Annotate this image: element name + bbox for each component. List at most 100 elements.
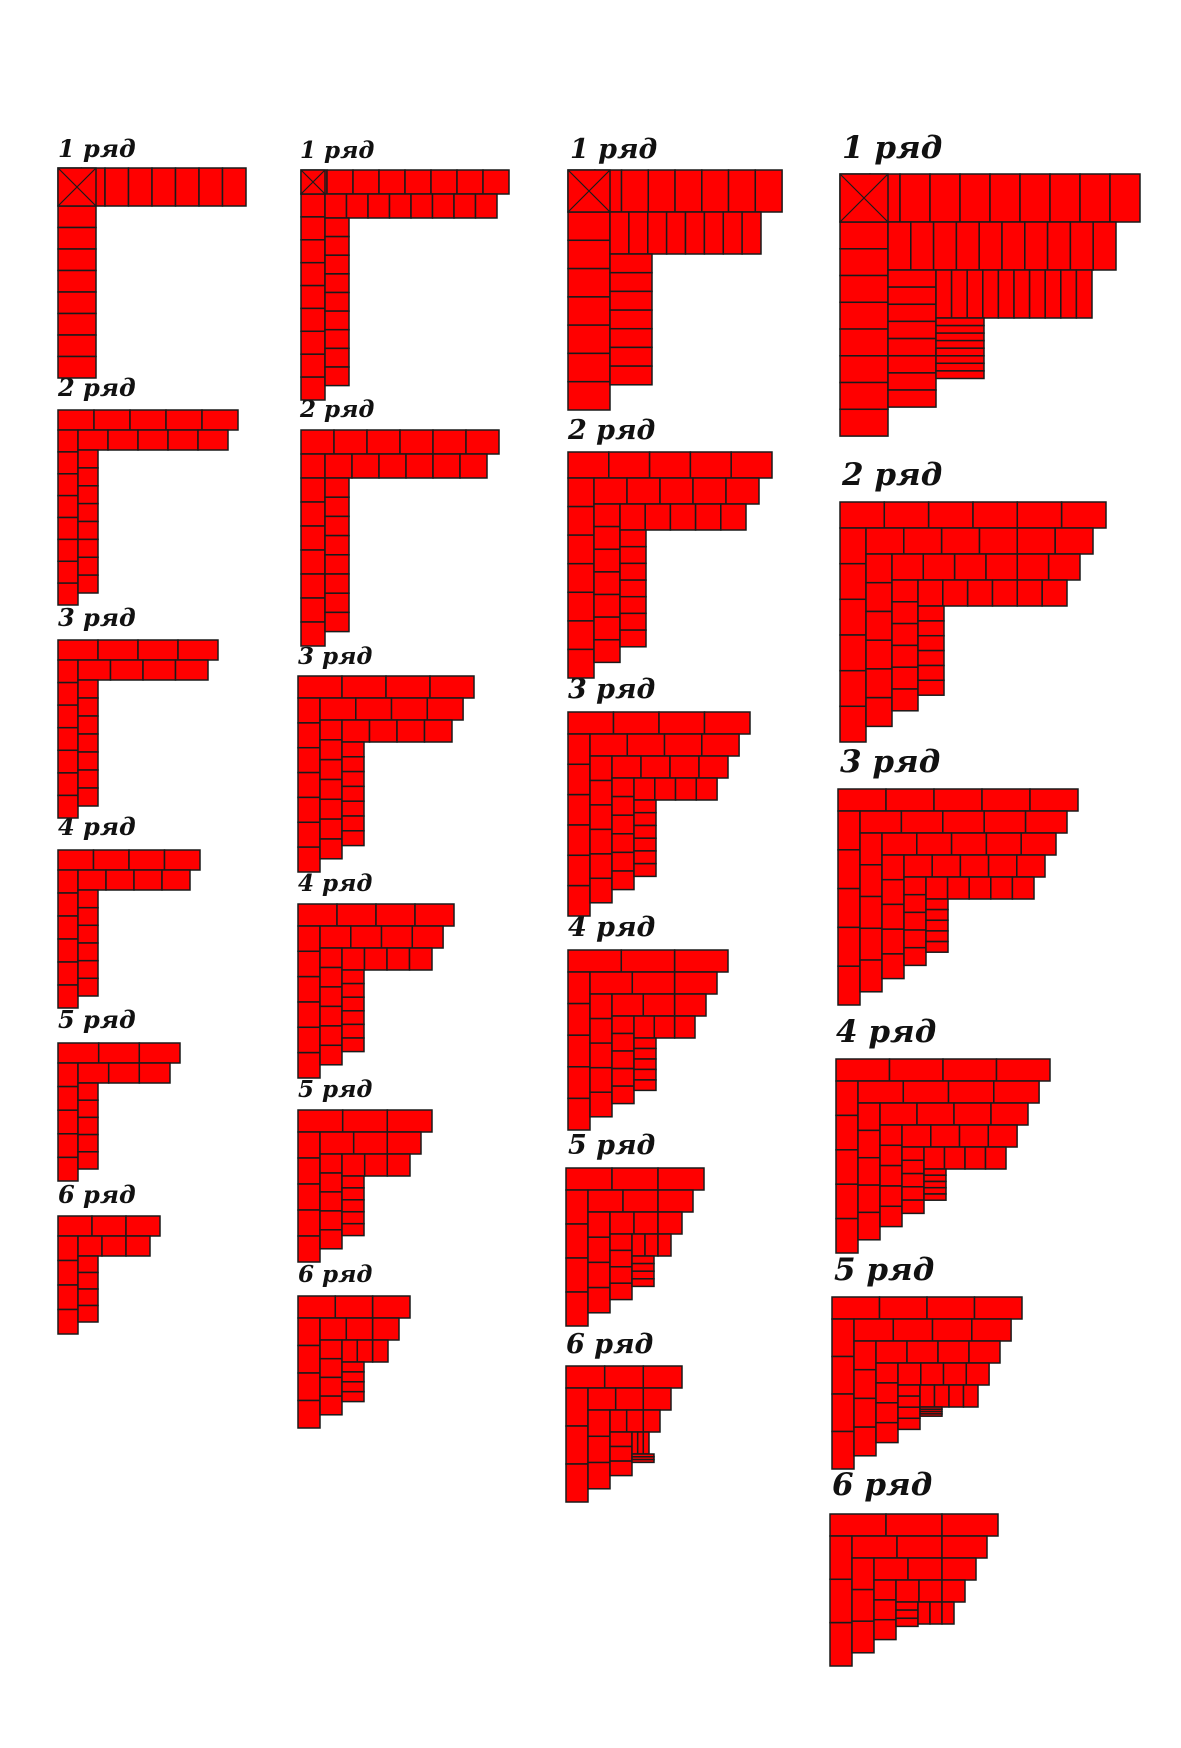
brick <box>631 1278 655 1288</box>
brick <box>835 1080 859 1117</box>
brick <box>57 538 79 563</box>
brick <box>923 1186 947 1195</box>
brick <box>964 1146 987 1170</box>
brick <box>319 947 343 969</box>
brick <box>941 1535 988 1559</box>
brick <box>887 355 937 374</box>
brick <box>987 854 1018 878</box>
brick <box>324 611 350 633</box>
brick <box>839 381 889 411</box>
brick <box>879 1144 903 1167</box>
corner-block <box>57 849 201 1009</box>
brick <box>297 821 321 848</box>
brick <box>77 697 99 717</box>
brick <box>698 755 729 779</box>
row-label: 5 ряд <box>58 1005 136 1034</box>
brick <box>414 903 455 927</box>
brick <box>297 697 321 724</box>
corner-block <box>297 1109 433 1263</box>
brick <box>919 1384 936 1408</box>
brick <box>341 1381 365 1393</box>
brick <box>923 1146 946 1170</box>
brick <box>839 248 889 277</box>
brick <box>297 1235 321 1263</box>
brick <box>953 1102 992 1126</box>
brick <box>57 248 97 272</box>
brick <box>663 733 703 757</box>
brick <box>589 993 613 1020</box>
corner-block <box>837 788 1079 1006</box>
brick <box>300 501 326 527</box>
brick <box>57 1308 79 1335</box>
brick <box>689 451 732 479</box>
brick <box>587 1236 611 1264</box>
brick <box>935 370 985 380</box>
brick <box>167 429 199 451</box>
brick <box>933 788 983 812</box>
brick <box>137 429 169 451</box>
brick <box>853 1426 877 1457</box>
brick <box>835 1149 859 1185</box>
brick <box>567 296 611 326</box>
brick <box>853 1397 877 1428</box>
brick <box>92 849 130 871</box>
brick <box>297 771 321 799</box>
brick <box>300 284 326 310</box>
brick <box>324 254 350 275</box>
brick <box>77 1062 110 1084</box>
corner-block <box>567 949 729 1131</box>
brick <box>567 591 595 622</box>
brick <box>611 814 635 835</box>
brick <box>619 612 647 631</box>
brick <box>891 553 925 581</box>
brick <box>950 832 988 856</box>
brick <box>973 1296 1023 1320</box>
brick <box>859 927 883 961</box>
brick <box>875 1421 899 1444</box>
brick <box>917 634 945 652</box>
brick <box>935 362 985 372</box>
brick <box>324 273 350 294</box>
brick <box>77 924 99 944</box>
brick <box>895 1617 919 1628</box>
brick <box>873 1557 909 1581</box>
brick <box>367 193 391 219</box>
brick <box>609 1282 633 1301</box>
brick <box>300 621 326 647</box>
brick <box>971 1318 1012 1342</box>
brick <box>835 1058 891 1082</box>
brick <box>865 668 893 699</box>
brick <box>368 719 398 743</box>
brick <box>903 854 933 878</box>
brick <box>165 409 203 431</box>
brick <box>619 629 647 648</box>
brick <box>341 1109 389 1133</box>
brick <box>923 1193 947 1201</box>
cut-mark <box>300 169 326 195</box>
brick <box>107 429 139 451</box>
cut-mark <box>839 173 889 223</box>
brick <box>138 1042 181 1064</box>
corner-block <box>57 1215 161 1335</box>
brick <box>161 869 191 891</box>
brick <box>935 332 985 342</box>
brick <box>341 996 365 1012</box>
brick <box>875 1362 899 1384</box>
brick <box>593 525 621 550</box>
corner-block <box>57 639 219 819</box>
brick <box>319 818 343 840</box>
brick <box>1044 269 1062 319</box>
brick <box>565 1463 589 1503</box>
brick <box>642 1409 661 1433</box>
brick <box>981 788 1031 812</box>
brick <box>891 622 919 647</box>
brick <box>917 679 945 696</box>
brick <box>567 793 591 826</box>
brick <box>589 755 613 782</box>
brick <box>197 429 229 451</box>
brick <box>105 869 135 891</box>
brick <box>673 971 718 995</box>
brick <box>300 376 326 401</box>
brick <box>300 573 326 599</box>
brick <box>859 864 883 898</box>
